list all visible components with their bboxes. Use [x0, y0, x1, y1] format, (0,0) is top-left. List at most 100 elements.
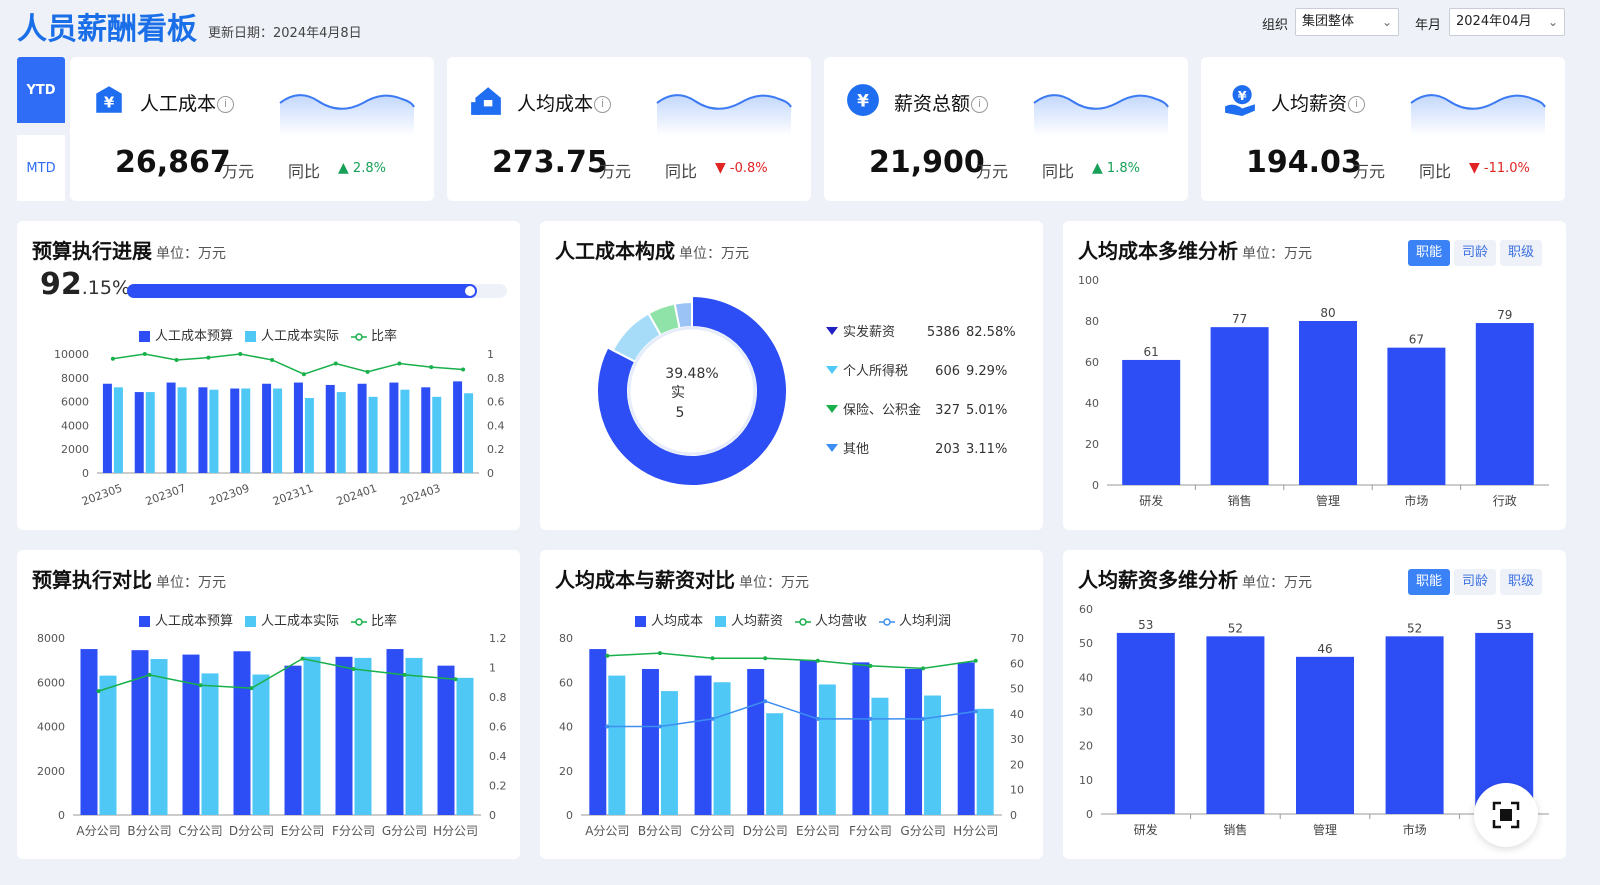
bar	[766, 713, 784, 815]
progress-knob	[465, 286, 476, 296]
kpi-name: 人均成本 i	[517, 89, 612, 116]
bar	[386, 649, 404, 815]
info-icon[interactable]: i	[1348, 96, 1366, 113]
y2-tick-label: 0.2	[489, 780, 507, 793]
budget-progress-title: 预算执行进展 单位：万元	[32, 239, 226, 263]
person-house-icon	[471, 87, 501, 115]
bar	[852, 662, 870, 815]
line-point	[973, 658, 978, 663]
y2-tick-label: 0.6	[489, 721, 507, 734]
x-tick-label: 管理	[1313, 822, 1337, 837]
y-tick-label: 60	[1085, 356, 1099, 369]
line-point	[921, 666, 926, 671]
y-tick-label: 0	[1086, 808, 1093, 821]
bar	[589, 649, 607, 815]
y2-tick-label: 0.6	[487, 396, 505, 409]
y-tick-label: 40	[1079, 671, 1093, 684]
bar	[166, 382, 176, 473]
bar	[102, 383, 112, 473]
line-point	[763, 699, 768, 704]
line-point	[147, 672, 152, 677]
line-point	[249, 686, 254, 691]
kpi-value: 273.75	[492, 145, 608, 180]
tab-function[interactable]: 职能	[1408, 240, 1450, 266]
per-cost-dim-card: 人均成本多维分析 单位：万元 职能 司龄 职级 0 20 40 60 80 100 61 研发 77 销…	[1063, 221, 1566, 530]
kpi-name: 薪资总额 i	[894, 89, 989, 116]
budget-compare-chart: 0 2000 4000 6000 8000 0 0.2 0.4 0.6 0.8 1 1.2 A分公司 B分…	[37, 613, 507, 838]
line-point	[657, 651, 662, 656]
info-icon[interactable]: i	[217, 96, 235, 113]
line-point	[110, 356, 115, 361]
legend-value: 5386	[927, 325, 960, 340]
legend-label: 人工成本实际	[261, 614, 339, 629]
y2-tick-label: 0.4	[489, 750, 507, 763]
y2-tick-label: 40	[1010, 708, 1024, 721]
x-tick-label: D分公司	[743, 824, 788, 838]
kpi-value: 194.03	[1246, 145, 1362, 180]
x-tick-label: A分公司	[585, 824, 629, 838]
bar	[432, 396, 442, 473]
kpi-sparkline	[656, 94, 792, 136]
tab-level[interactable]: 职级	[1500, 240, 1542, 266]
line-point	[815, 716, 820, 721]
tab-function[interactable]: 职能	[1408, 569, 1450, 595]
line-point	[657, 724, 662, 729]
donut-center-label: 实	[671, 385, 685, 401]
org-select[interactable]: 集团整体 ⌄	[1295, 8, 1399, 36]
data-label: 52	[1407, 621, 1422, 635]
legend-label: 人工成本预算	[155, 614, 233, 629]
y2-tick-label: 10	[1010, 784, 1024, 797]
y2-tick-label: 0.2	[487, 443, 505, 456]
bar	[80, 649, 98, 815]
bar	[453, 381, 463, 473]
y-tick-label: 0	[1092, 479, 1099, 492]
y-tick-label: 100	[1078, 274, 1099, 287]
org-select-value: 集团整体	[1302, 14, 1355, 29]
legend-marker	[826, 405, 838, 413]
data-label: 46	[1317, 642, 1332, 656]
x-tick-label: 市场	[1403, 822, 1427, 837]
tab-tenure[interactable]: 司龄	[1454, 569, 1496, 595]
x-tick-label: 202305	[80, 482, 124, 509]
x-tick-label: 202307	[144, 482, 188, 509]
ytd-toggle[interactable]: YTD	[17, 57, 65, 123]
bar	[304, 398, 314, 473]
legend-label: 人工成本实际	[261, 329, 339, 344]
bar	[976, 708, 994, 815]
x-tick-label: C分公司	[178, 824, 222, 838]
fullscreen-icon	[1492, 801, 1520, 829]
kpi-unit: 万元	[976, 162, 1009, 181]
mtd-toggle[interactable]: MTD	[17, 135, 65, 201]
x-tick-label: B分公司	[127, 824, 171, 838]
line-point	[96, 689, 101, 694]
y-tick-label: 2000	[61, 443, 89, 456]
month-select[interactable]: 2024年04月 ⌄	[1449, 8, 1565, 36]
tab-level[interactable]: 职级	[1500, 569, 1542, 595]
bar	[1299, 321, 1357, 485]
line-point	[605, 724, 610, 729]
legend-swatch	[245, 616, 256, 627]
fullscreen-button[interactable]	[1474, 783, 1538, 847]
bar	[284, 665, 302, 815]
per-salary-dim-tabs: 职能 司龄 职级	[1408, 569, 1542, 595]
triangle-down-icon: ▼	[715, 160, 726, 176]
info-icon[interactable]: i	[594, 96, 612, 113]
tab-tenure[interactable]: 司龄	[1454, 240, 1496, 266]
y-tick-label: 40	[559, 721, 573, 734]
legend-swatch	[355, 618, 363, 626]
legend-label: 比率	[371, 328, 397, 344]
kpi-yoy-label: 同比	[665, 162, 698, 181]
bar	[713, 682, 731, 815]
bar	[924, 695, 942, 815]
line-point	[397, 361, 402, 366]
line-point	[142, 352, 147, 356]
line-point	[270, 357, 275, 362]
y2-tick-label: 60	[1010, 657, 1024, 670]
y-tick-label: 4000	[61, 419, 89, 432]
y-tick-label: 60	[559, 676, 573, 689]
budget-trend-chart: 0 2000 4000 6000 8000 10000 0 0.2 0.4 0.6 0.8 1 2023…	[54, 328, 505, 509]
info-icon[interactable]: i	[971, 96, 989, 113]
kpi-yoy-pct: ▲ 2.8%	[338, 160, 386, 176]
bar	[273, 388, 283, 473]
line-point	[868, 716, 873, 721]
